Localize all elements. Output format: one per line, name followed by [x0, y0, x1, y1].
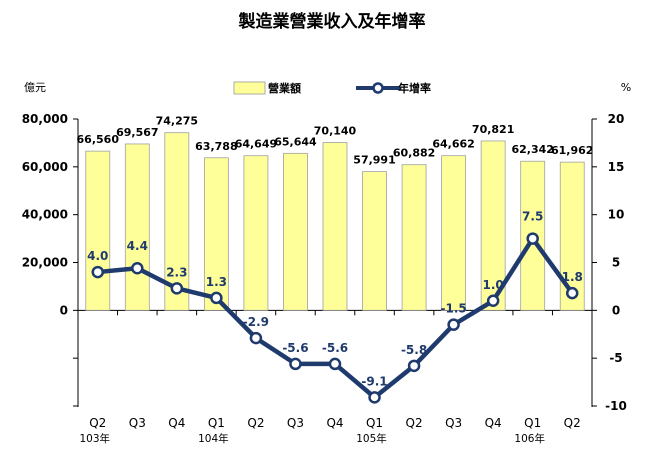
bar-value-label: 65,644: [274, 135, 317, 148]
x-year-label: 104年: [198, 432, 229, 445]
x-category-label: Q1: [208, 416, 225, 430]
x-category-label: Q2: [406, 416, 423, 430]
growth-point: [526, 232, 539, 245]
bar: [85, 150, 111, 311]
growth-value-label: -1.5: [440, 302, 466, 316]
right-tick-label: 10: [608, 208, 625, 222]
growth-point: [91, 265, 105, 279]
x-year-label: 105年: [356, 432, 387, 445]
bar: [203, 157, 229, 311]
bar-value-label: 70,140: [314, 125, 357, 138]
growth-value-label: 2.3: [166, 265, 187, 279]
x-category-label: Q2: [89, 416, 106, 430]
x-category-label: Q2: [564, 416, 581, 430]
growth-point: [289, 357, 302, 371]
bar: [520, 160, 546, 311]
x-category-label: Q1: [366, 416, 383, 430]
left-tick-label: 60,000: [22, 160, 68, 174]
growth-point: [368, 391, 381, 404]
x-category-label: Q2: [247, 416, 264, 430]
legend-line-marker: [372, 82, 384, 94]
bar-value-label: 64,649: [235, 138, 277, 151]
growth-point: [407, 359, 421, 373]
right-tick-label: 20: [608, 112, 625, 126]
left-tick-label: 20,000: [22, 256, 68, 270]
growth-value-label: -2.9: [243, 315, 269, 329]
bar-value-label: 66,560: [77, 133, 120, 146]
growth-point: [249, 331, 263, 345]
growth-value-label: 1.8: [562, 270, 583, 284]
x-axis-labels: Q2 103年 Q3 Q4 Q1 104年 Q2 Q3 Q4 Q1 105年 Q2 Q3 Q4 Q1 106年…: [79, 416, 580, 445]
left-tick-label: 40,000: [22, 208, 68, 222]
left-tick-label: 80,000: [22, 112, 68, 126]
x-category-label: Q4: [168, 416, 185, 430]
x-category-label: Q4: [326, 416, 343, 430]
growth-point: [170, 282, 184, 295]
growth-point: [447, 318, 460, 331]
left-tick-label: 0: [60, 303, 68, 317]
bar-value-label: 74,275: [156, 115, 198, 128]
growth-value-label: 7.5: [522, 210, 543, 224]
growth-value-label: -5.8: [401, 343, 427, 357]
right-axis-unit: %: [621, 81, 631, 94]
legend: 營業額 年增率: [233, 81, 431, 95]
bar-value-label: 64,662: [432, 138, 474, 151]
x-year-label: 103年: [79, 432, 110, 445]
bar: [243, 155, 269, 311]
growth-value-label: -5.6: [322, 341, 348, 355]
right-tick-label: 15: [608, 160, 625, 174]
growth-point: [486, 294, 500, 308]
bar-value-label: 60,882: [393, 147, 435, 160]
left-axis-unit: 億元: [24, 81, 46, 94]
growth-line: [91, 232, 579, 404]
bar: [441, 155, 467, 311]
bar-value-label: 57,991: [353, 154, 395, 167]
bar: [322, 142, 348, 311]
legend-bar-label: 營業額: [268, 81, 301, 95]
legend-line-label: 年增率: [398, 81, 431, 95]
x-category-label: Q3: [445, 416, 462, 430]
bar: [401, 164, 427, 311]
bar-value-label: 70,821: [472, 123, 514, 136]
line-labels: 4.0 4.4 2.3 1.3 -2.9 -5.6 -5.6 -9.1 -5.8 -1.5 1.0 7…: [87, 210, 583, 389]
right-tick-label: 5: [612, 256, 620, 270]
right-tick-label: -10: [605, 399, 627, 413]
axes: 80,000 60,000 40,000 20,000 0 20 15 10 5 0 -5 -10: [22, 112, 627, 413]
bar-value-label: 62,342: [511, 143, 553, 156]
growth-value-label: 4.4: [127, 239, 148, 253]
bar: [362, 171, 387, 311]
growth-value-label: 4.0: [87, 249, 108, 263]
growth-value-label: 1.0: [483, 278, 504, 292]
bar-value-label: 63,788: [195, 140, 237, 153]
bar: [480, 140, 506, 311]
growth-point: [131, 261, 144, 275]
right-tick-label: 0: [612, 303, 620, 317]
growth-point: [565, 286, 579, 300]
bars: [85, 132, 585, 311]
growth-value-label: 1.3: [206, 275, 227, 289]
legend-bar-swatch: [233, 81, 266, 95]
growth-value-label: -9.1: [361, 374, 387, 388]
bar-value-label: 69,567: [116, 126, 158, 139]
chart-title: 製造業營業收入及年增率: [238, 11, 426, 32]
x-category-label: Q3: [129, 416, 146, 430]
growth-point: [210, 291, 223, 305]
x-category-label: Q4: [485, 416, 502, 430]
bar-value-label: 61,962: [551, 144, 593, 157]
bar: [283, 152, 308, 311]
bar: [124, 143, 150, 311]
growth-value-label: -5.6: [282, 341, 308, 355]
growth-point: [328, 357, 342, 371]
x-category-label: Q1: [524, 416, 541, 430]
right-tick-label: -5: [609, 351, 622, 365]
x-year-label: 106年: [514, 432, 545, 445]
bar: [164, 132, 190, 311]
x-category-label: Q3: [287, 416, 304, 430]
